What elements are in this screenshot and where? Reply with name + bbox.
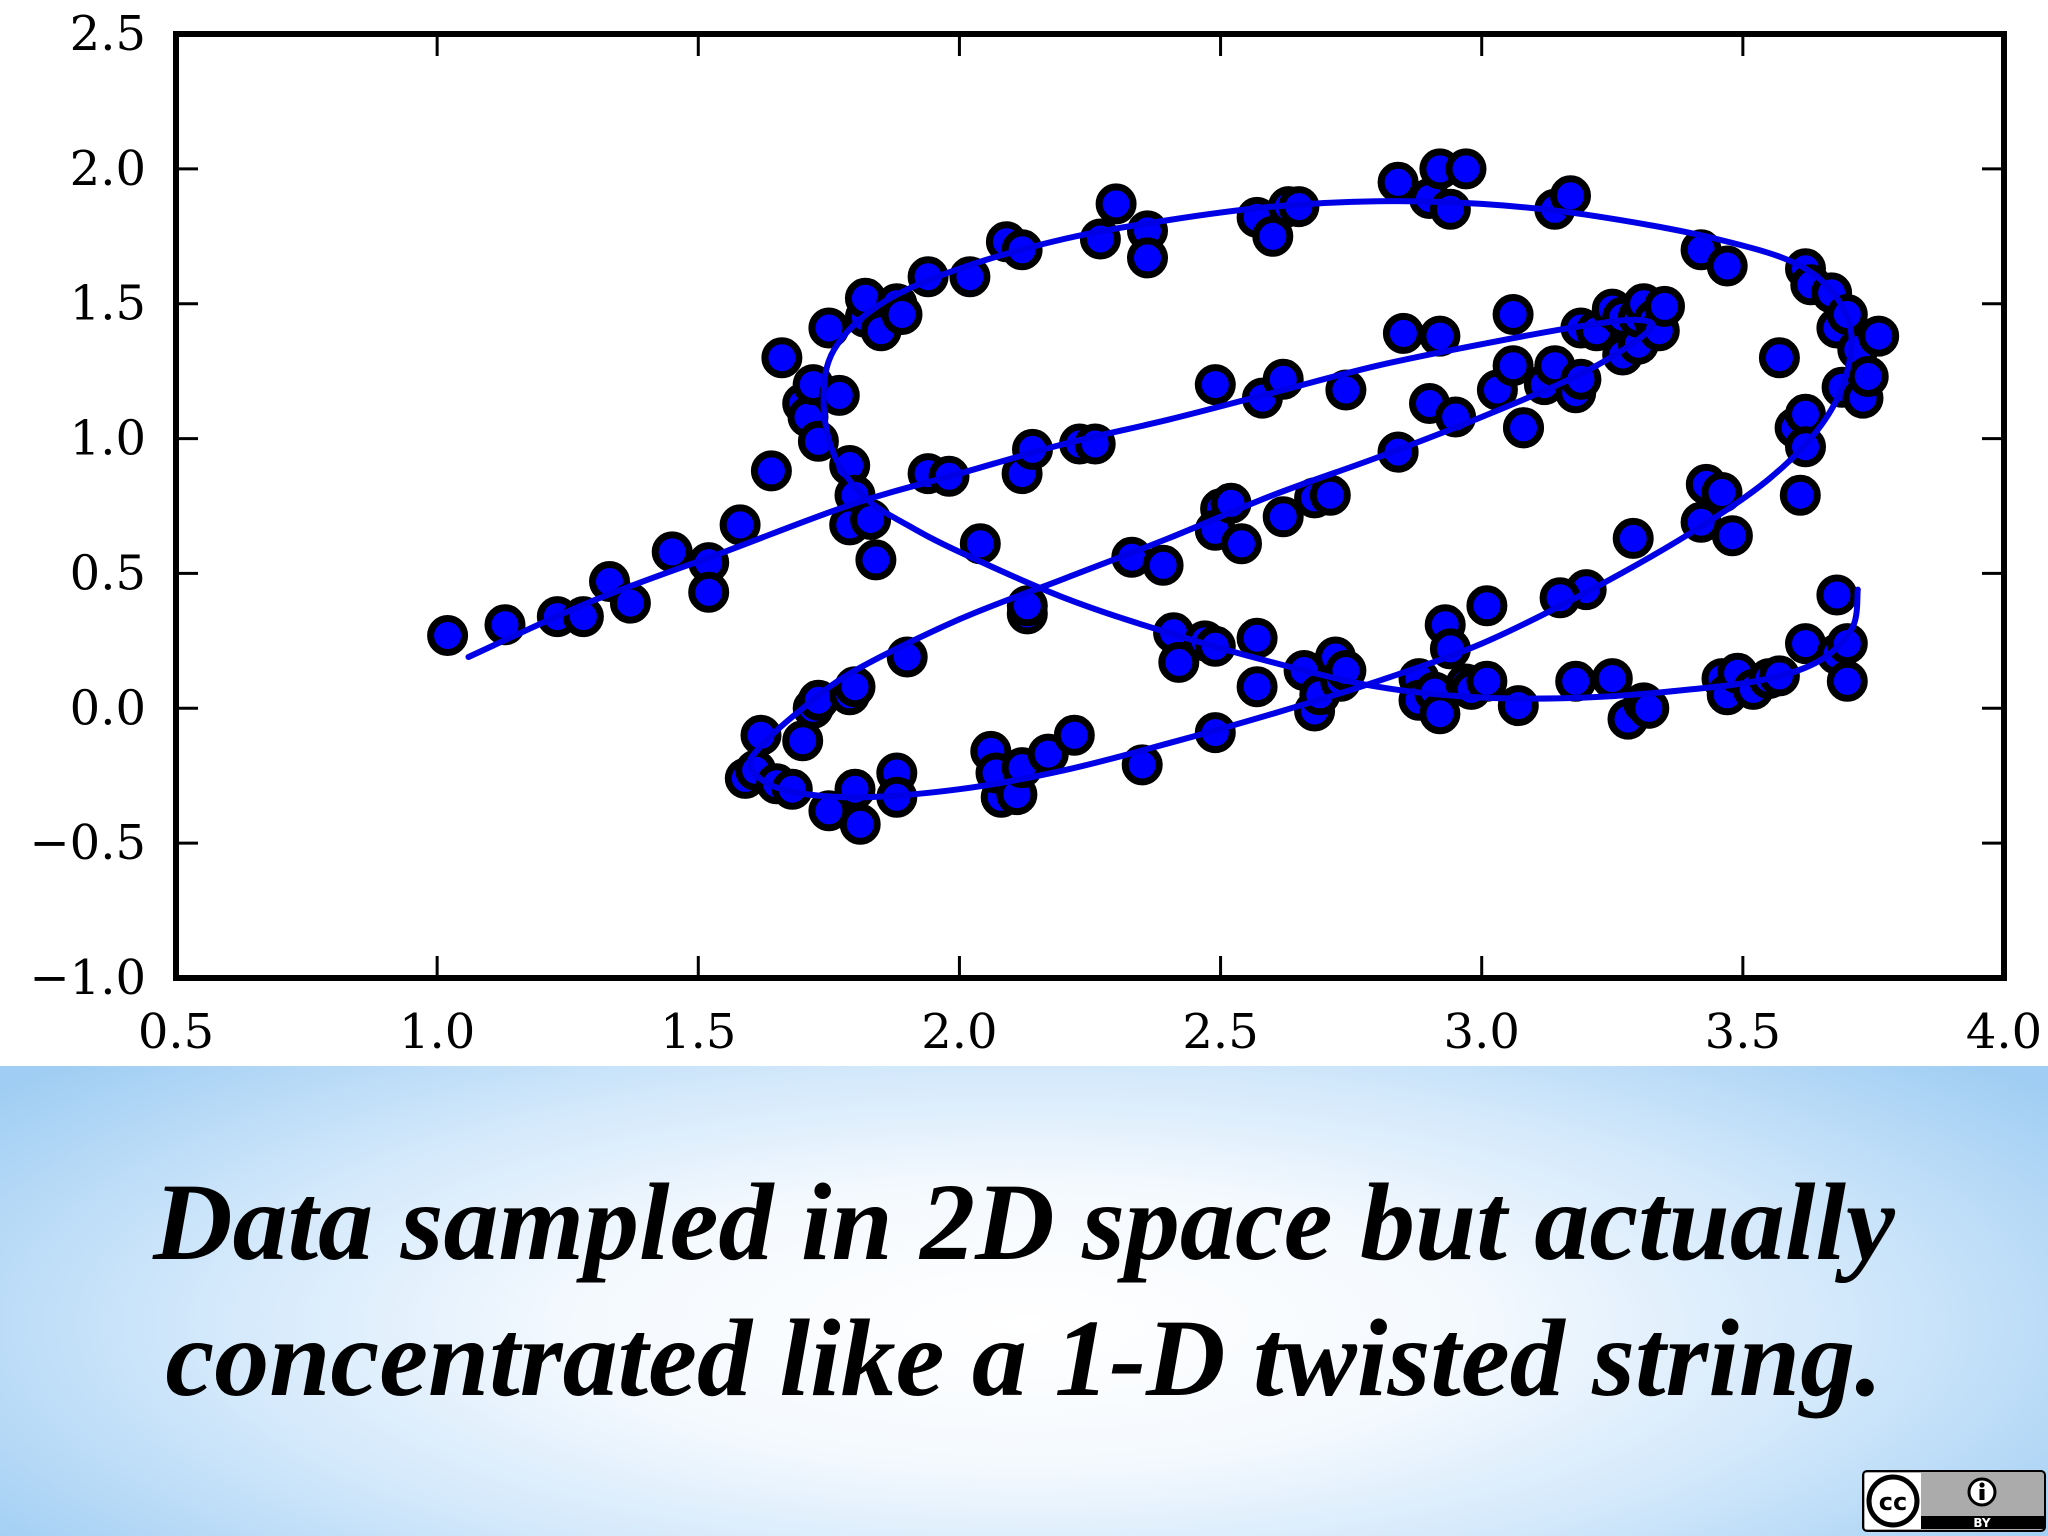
data-point bbox=[1236, 666, 1278, 708]
data-point bbox=[1262, 496, 1304, 538]
y-tick-label: 0.0 bbox=[70, 680, 146, 736]
cc-by-label: BY bbox=[1973, 1516, 1990, 1530]
data-point bbox=[1492, 345, 1534, 387]
data-point bbox=[1826, 623, 1868, 665]
y-tick-label: −0.5 bbox=[29, 815, 146, 871]
data-point bbox=[1142, 544, 1184, 586]
data-point bbox=[881, 294, 923, 335]
data-point bbox=[1445, 148, 1487, 190]
data-point bbox=[427, 615, 469, 656]
data-point bbox=[1429, 188, 1471, 230]
data-point bbox=[1612, 517, 1654, 559]
axis-tick-labels: 0.5 1.0 1.5 2.0 2.5 3.0 3.5 4.0 2.5 2.0 1.5 1.0 0.5 0… bbox=[29, 6, 2042, 1060]
scatter-plot: 0.5 1.0 1.5 2.0 2.5 3.0 3.5 4.0 2.5 2.0 1.5 1.0 0.5 0… bbox=[29, 6, 2042, 1060]
manifold-curve bbox=[465, 198, 1861, 801]
data-point bbox=[1221, 523, 1262, 565]
data-point bbox=[688, 571, 730, 613]
data-point bbox=[1492, 294, 1534, 335]
data-point bbox=[1466, 585, 1508, 627]
y-tick-label: 0.5 bbox=[70, 545, 146, 601]
data-point bbox=[1095, 183, 1137, 225]
data-point bbox=[1194, 364, 1236, 406]
data-point bbox=[1158, 641, 1200, 683]
data-point bbox=[818, 374, 860, 416]
caption-line-1: Data sampled in 2D space but actually bbox=[153, 1161, 1895, 1283]
data-point bbox=[740, 714, 782, 756]
data-point bbox=[1127, 237, 1168, 279]
data-point bbox=[1758, 337, 1800, 379]
data-point bbox=[761, 337, 803, 379]
data-point bbox=[1309, 474, 1351, 516]
data-point bbox=[1858, 315, 1900, 357]
data-point bbox=[1826, 660, 1868, 702]
data-point bbox=[808, 307, 850, 349]
cc-glyph: cc bbox=[1879, 1488, 1907, 1516]
creative-commons-by-icon: cc BY bbox=[1862, 1470, 2046, 1532]
x-tick-label: 0.5 bbox=[138, 1004, 214, 1060]
data-point bbox=[782, 720, 824, 762]
data-point bbox=[750, 450, 792, 492]
data-point bbox=[1644, 285, 1685, 327]
axis-ticks bbox=[174, 32, 2006, 980]
data-point bbox=[1497, 685, 1539, 727]
data-point bbox=[1419, 693, 1461, 735]
data-point bbox=[834, 768, 876, 810]
x-tick-label: 1.5 bbox=[660, 1004, 736, 1060]
data-point bbox=[1591, 658, 1633, 700]
x-tick-label: 2.5 bbox=[1182, 1004, 1258, 1060]
data-point bbox=[1382, 312, 1424, 354]
caption-line-2: concentrated like a 1-D twisted string. bbox=[165, 1297, 1883, 1419]
chart-area: 0.5 1.0 1.5 2.0 2.5 3.0 3.5 4.0 2.5 2.0 1.5 1.0 0.5 0… bbox=[29, 6, 2043, 1060]
data-point bbox=[1816, 574, 1858, 616]
data-point bbox=[719, 504, 761, 546]
data-point bbox=[1503, 407, 1544, 449]
data-point bbox=[1847, 356, 1889, 397]
data-point bbox=[1236, 617, 1278, 659]
data-point bbox=[1550, 175, 1591, 217]
data-point bbox=[839, 803, 881, 845]
data-point bbox=[855, 539, 897, 581]
x-tick-label: 4.0 bbox=[1966, 1004, 2042, 1060]
data-point bbox=[1706, 245, 1748, 287]
data-point bbox=[1711, 515, 1753, 557]
data-point bbox=[1555, 660, 1597, 702]
data-point bbox=[1053, 714, 1095, 756]
data-point bbox=[1779, 474, 1821, 516]
caption-band: Data sampled in 2D space but actually co… bbox=[0, 1066, 2048, 1536]
y-tick-label: 2.5 bbox=[70, 6, 146, 62]
x-tick-label: 3.5 bbox=[1705, 1004, 1781, 1060]
caption: Data sampled in 2D space but actually co… bbox=[60, 1154, 1988, 1426]
x-tick-label: 1.0 bbox=[399, 1004, 475, 1060]
y-tick-label: 1.0 bbox=[70, 411, 146, 467]
x-tick-label: 3.0 bbox=[1444, 1004, 1520, 1060]
data-point bbox=[1466, 660, 1508, 702]
y-tick-label: 2.0 bbox=[70, 141, 146, 197]
y-tick-label: 1.5 bbox=[70, 276, 146, 332]
x-tick-label: 2.0 bbox=[921, 1004, 997, 1060]
y-tick-label: −1.0 bbox=[29, 950, 146, 1006]
